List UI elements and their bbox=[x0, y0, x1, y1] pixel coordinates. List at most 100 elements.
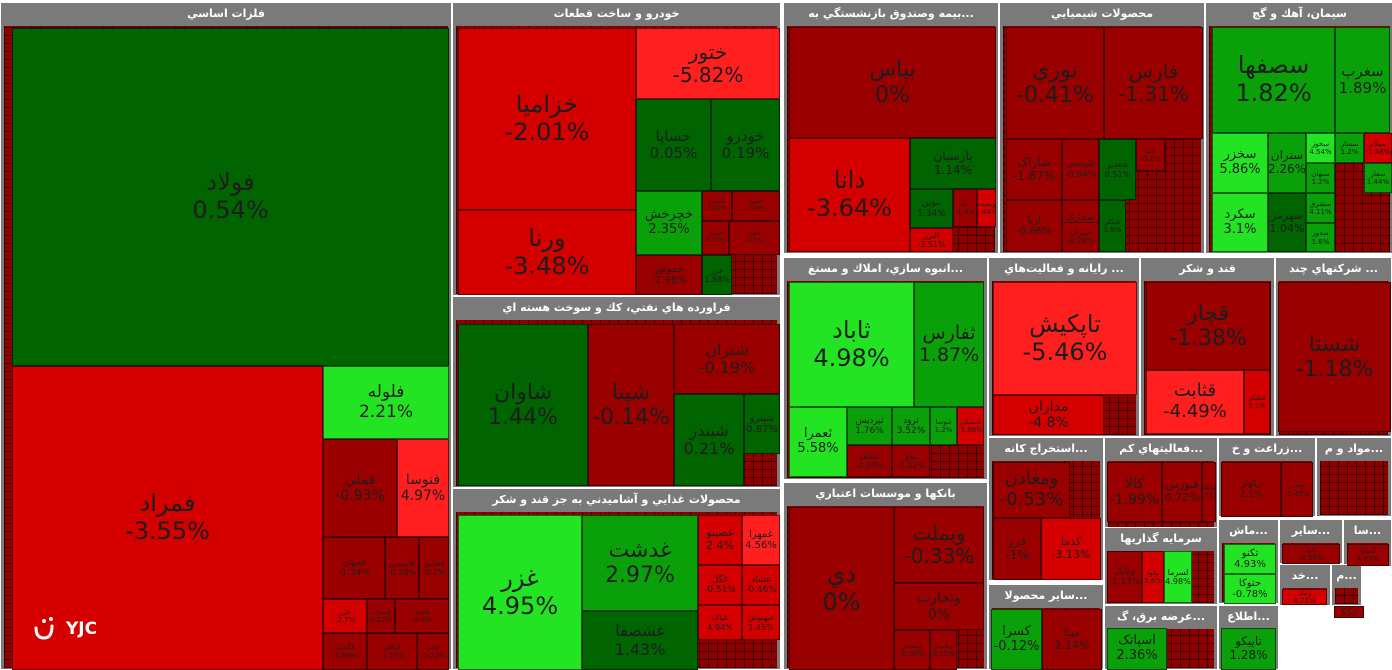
stock-tile[interactable]: سكرد 3.1% bbox=[1212, 193, 1268, 252]
stock-tile[interactable]: قشكر 3.1% bbox=[1244, 370, 1270, 434]
stock-tile[interactable]: سخوز 4.54% bbox=[1306, 133, 1335, 163]
stock-tile[interactable]: اسپاتک 2.36% bbox=[1107, 628, 1167, 670]
stock-tile[interactable]: خكمك 0.73% bbox=[702, 221, 729, 255]
stock-tile[interactable]: غصينو 2.4% bbox=[698, 515, 742, 565]
stock-tile[interactable]: ولوا 5.6% bbox=[1142, 551, 1164, 603]
stock-tile[interactable]: خچرخش 2.35% bbox=[636, 191, 702, 255]
stock-tile[interactable]: سشرق 4.11% bbox=[1306, 193, 1335, 223]
stock-tile[interactable]: خزر 1.88% bbox=[702, 255, 732, 295]
stock-tile[interactable]: حتوكا -0.78% bbox=[1224, 574, 1276, 604]
stock-tile[interactable]: سهرمز 1.04% bbox=[1268, 193, 1306, 252]
stock-tile[interactable]: فلوله 2.21% bbox=[323, 366, 449, 439]
stock-tile[interactable]: فارس -1.31% bbox=[1104, 27, 1203, 139]
stock-tile[interactable]: ما -1.3% bbox=[953, 189, 977, 227]
stock-tile[interactable]: خموتور -1.98% bbox=[636, 255, 702, 295]
stock-tile[interactable]: خمهر -0.6% bbox=[732, 191, 780, 221]
stock-tile[interactable]: وبملت -0.33% bbox=[894, 507, 984, 583]
stock-tile[interactable]: غپاک 4.94% bbox=[698, 605, 742, 640]
stock-tile[interactable]: شتران -0.19% bbox=[674, 324, 780, 394]
stock-tile[interactable]: نوري -0.41% bbox=[1006, 27, 1104, 139]
stock-tile[interactable]: شغدير 0.51% bbox=[1099, 139, 1136, 200]
stock-tile[interactable]: وپاسار 0.11% bbox=[930, 630, 957, 670]
stock-tile[interactable]: خزاميا -2.01% bbox=[458, 28, 636, 210]
stock-tile[interactable]: مپنا 2.14% bbox=[1042, 609, 1102, 670]
stock-tile[interactable]: دي 0% bbox=[789, 507, 894, 670]
stock-tile[interactable]: وبانک -1.13% bbox=[1107, 551, 1142, 603]
stock-tile[interactable]: غدشت 2.97% bbox=[582, 515, 698, 611]
stock-tile[interactable]: خگستر 1.02% bbox=[702, 191, 732, 221]
stock-tile[interactable]: فولاد 0.54% bbox=[12, 28, 449, 366]
stock-tile[interactable]: وغدير -1.45% bbox=[1281, 462, 1313, 517]
stock-tile[interactable]: سيلام -1.48% bbox=[1364, 133, 1392, 163]
stock-tile[interactable]: فاسمين -0.38% bbox=[385, 537, 419, 599]
stock-tile[interactable]: بنوين 1.34% bbox=[910, 189, 953, 228]
stock-tile[interactable]: زاگرس 0.5% bbox=[1334, 606, 1364, 618]
stock-tile[interactable]: غبهنوش 1.45% bbox=[742, 605, 780, 640]
stock-tile[interactable]: فباهنر -1.23% bbox=[367, 633, 417, 670]
stock-tile[interactable]: فرز -1% bbox=[993, 518, 1041, 580]
stock-tile[interactable]: ثفارس 1.87% bbox=[914, 282, 984, 407]
stock-tile[interactable]: مداران -4.8% bbox=[993, 395, 1104, 435]
stock-tile[interactable]: شپنا -0.14% bbox=[588, 324, 674, 486]
stock-tile[interactable]: خفنر -0.5% bbox=[729, 221, 780, 255]
stock-tile[interactable]: آريا -0.66% bbox=[1006, 200, 1062, 252]
stock-tile[interactable]: زكوثر 2.1% bbox=[1221, 462, 1281, 517]
stock-tile[interactable]: ورنا -3.48% bbox=[458, 210, 636, 295]
stock-tile[interactable]: رنيك 4.71% bbox=[1282, 589, 1327, 605]
stock-tile[interactable]: خساپا 0.05% bbox=[636, 99, 711, 191]
stock-tile[interactable]: ثرود 3.52% bbox=[892, 407, 930, 445]
stock-tile[interactable]: كدما -3.13% bbox=[1041, 518, 1101, 580]
stock-tile[interactable]: لسرما 4.98% bbox=[1164, 551, 1192, 603]
stock-tile[interactable]: ختور -5.82% bbox=[636, 28, 780, 99]
stock-tile[interactable]: وتجارت 0% bbox=[894, 583, 984, 630]
stock-tile[interactable]: قثابت -4.49% bbox=[1146, 370, 1244, 434]
stock-tile[interactable]: دانا -3.64% bbox=[789, 138, 910, 252]
stock-tile[interactable]: فجهان -1.34% bbox=[323, 537, 385, 599]
stock-tile[interactable]: فجر -0.22% bbox=[417, 633, 449, 670]
stock-tile[interactable]: غشاد -0.46% bbox=[742, 565, 780, 605]
stock-tile[interactable]: قچار -1.38% bbox=[1146, 282, 1270, 370]
stock-tile[interactable]: شستا -1.18% bbox=[1278, 282, 1391, 432]
stock-tile[interactable]: غمهرا 4.56% bbox=[742, 515, 780, 565]
stock-tile[interactable]: فبورس 0.72% bbox=[1162, 462, 1202, 522]
stock-tile[interactable]: غشصفا 1.43% bbox=[582, 611, 698, 670]
stock-tile[interactable]: كساپا 4.97% bbox=[1347, 544, 1389, 566]
stock-tile[interactable]: ثپرديس 1.76% bbox=[847, 407, 892, 445]
stock-tile[interactable]: خودرو 0.19% bbox=[711, 99, 780, 191]
stock-tile[interactable]: غزر 4.95% bbox=[458, 515, 582, 670]
stock-tile[interactable]: سفار 1.44% bbox=[1364, 163, 1392, 193]
stock-tile[interactable]: فملي -0.93% bbox=[323, 439, 397, 537]
stock-tile[interactable]: ومعادن -0.53% bbox=[993, 462, 1070, 518]
stock-tile[interactable]: وپست1.44% bbox=[977, 189, 996, 227]
stock-tile[interactable]: شبندر 0.21% bbox=[674, 394, 744, 486]
stock-tile[interactable]: سبهان 1.2% bbox=[1306, 163, 1335, 193]
stock-tile[interactable]: فنوسا 4.97% bbox=[397, 439, 449, 537]
stock-tile[interactable]: فخاس -0.2% bbox=[419, 537, 449, 599]
stock-tile[interactable]: فگستر -0.99% bbox=[323, 633, 367, 670]
stock-tile[interactable]: تكنو 4.93% bbox=[1224, 544, 1276, 574]
stock-tile[interactable]: سصفها 1.82% bbox=[1212, 27, 1335, 133]
stock-tile[interactable]: اميد -0.56% bbox=[1282, 544, 1340, 564]
stock-tile[interactable]: سمتاز 1.2% bbox=[1335, 133, 1364, 163]
stock-tile[interactable]: كالا -1.99% bbox=[1107, 462, 1162, 522]
stock-tile[interactable]: وبصادر -0.08% bbox=[894, 630, 930, 670]
stock-tile[interactable]: ثباغ -1.22% bbox=[892, 445, 930, 477]
stock-tile[interactable]: شپترو 0.87% bbox=[744, 394, 780, 454]
stock-tile[interactable]: تاپكيش -5.46% bbox=[993, 282, 1137, 395]
stock-tile[interactable]: جم -0.1% bbox=[1136, 139, 1165, 171]
stock-tile[interactable]: ثشاهد -0.94% bbox=[847, 445, 892, 477]
stock-tile[interactable]: ستران 2.26% bbox=[1268, 133, 1306, 193]
stock-tile[interactable]: البرز -3.51% bbox=[910, 228, 953, 252]
stock-tile[interactable]: فسرب 0.12% bbox=[367, 599, 395, 633]
stock-tile[interactable]: بپاس 0% bbox=[789, 27, 996, 138]
stock-tile[interactable]: ثمسكن -1.86% bbox=[957, 407, 984, 445]
stock-tile[interactable]: شاوان 1.44% bbox=[458, 324, 588, 486]
stock-tile[interactable]: فزر -2.7% bbox=[323, 599, 367, 633]
stock-tile[interactable]: ثعمرا 5.58% bbox=[789, 407, 847, 477]
stock-tile[interactable]: شپديس -0.94% bbox=[1062, 139, 1099, 200]
stock-tile[interactable]: غگل -0.51% bbox=[698, 565, 742, 605]
stock-tile[interactable]: تاپيكو 1.28% bbox=[1221, 628, 1276, 670]
stock-tile[interactable]: شاراک -1.87% bbox=[1006, 139, 1062, 200]
stock-tile[interactable]: فسپا -0.8% bbox=[395, 599, 449, 633]
stock-tile[interactable]: شيران -0.78% bbox=[1062, 222, 1099, 252]
